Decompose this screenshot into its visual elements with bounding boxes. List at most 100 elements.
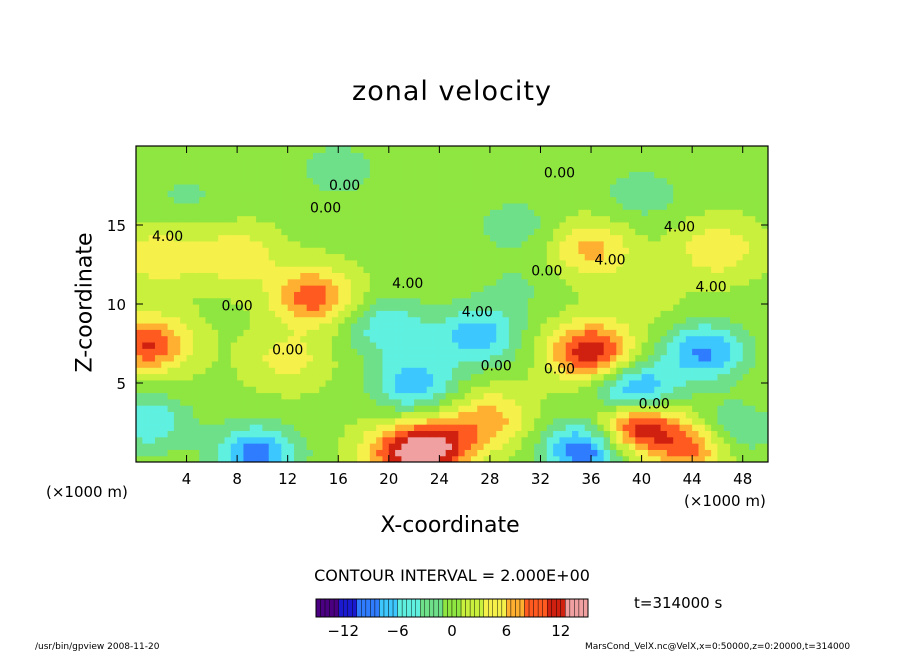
field-cell [363, 354, 371, 362]
field-cell [540, 221, 548, 229]
field-cell [692, 367, 700, 375]
field-cell [350, 158, 358, 166]
field-cell [458, 259, 466, 267]
field-cell [635, 386, 643, 394]
field-cell [698, 436, 706, 444]
field-cell [338, 449, 346, 457]
field-cell [521, 367, 529, 375]
field-cell [458, 424, 466, 431]
field-cell [489, 253, 497, 261]
field-cell [685, 424, 693, 431]
field-cell [268, 341, 276, 349]
field-cell [344, 177, 352, 185]
field-cell [344, 158, 352, 166]
field-cell [230, 228, 238, 236]
field-cell [268, 392, 276, 400]
field-cell [673, 398, 681, 406]
field-cell [470, 354, 478, 362]
field-cell [376, 285, 384, 292]
field-cell [199, 329, 207, 337]
field-cell [294, 240, 301, 248]
field-cell [622, 430, 630, 438]
field-cell [534, 297, 542, 305]
field-cell [692, 253, 700, 261]
field-cell [534, 202, 542, 210]
field-cell [660, 272, 668, 280]
field-cell [534, 411, 542, 419]
field-cell [142, 183, 150, 191]
field-cell [464, 348, 472, 356]
field-cell [736, 190, 744, 198]
field-cell [685, 443, 693, 450]
field-cell [199, 297, 207, 305]
field-cell [148, 335, 156, 343]
field-cell [357, 360, 365, 368]
field-cell [331, 417, 339, 425]
field-cell [660, 443, 668, 450]
field-cell [218, 259, 226, 267]
field-cell [262, 398, 270, 406]
field-cell [199, 360, 207, 368]
field-cell [414, 405, 421, 413]
field-cell [382, 354, 390, 362]
field-cell [275, 430, 282, 438]
field-cell [249, 291, 257, 299]
field-cell [654, 335, 662, 343]
field-cell [711, 329, 719, 337]
field-cell [534, 417, 542, 425]
field-cell [742, 221, 750, 229]
field-cell [154, 285, 162, 292]
field-cell [673, 430, 681, 438]
field-cell [414, 443, 421, 450]
field-cell [218, 392, 226, 400]
field-cell [736, 240, 744, 248]
field-cell [439, 152, 447, 160]
field-cell [420, 386, 428, 394]
field-cell [584, 164, 592, 172]
field-cell [344, 310, 352, 318]
field-cell [527, 215, 535, 223]
field-cell [730, 202, 737, 210]
field-cell [679, 335, 687, 343]
field-cell [508, 316, 516, 324]
field-cell [148, 436, 156, 444]
field-cell [173, 430, 181, 438]
field-cell [256, 297, 263, 305]
field-cell [148, 386, 156, 394]
field-cell [742, 392, 750, 400]
field-cell [616, 386, 624, 394]
field-cell [325, 183, 333, 191]
field-cell [628, 253, 636, 261]
field-cell [559, 164, 567, 172]
field-cell [211, 335, 219, 343]
field-cell [521, 322, 529, 330]
field-cell [711, 443, 719, 450]
field-cell [218, 360, 226, 368]
field-cell [698, 228, 706, 236]
field-cell [496, 266, 504, 273]
field-cell [477, 272, 485, 280]
field-cell [376, 202, 384, 210]
field-cell [641, 253, 649, 261]
field-cell [603, 171, 611, 179]
field-cell [376, 449, 384, 457]
field-cell [154, 164, 162, 172]
field-cell [319, 215, 327, 223]
field-cell [685, 278, 693, 286]
field-cell [369, 177, 377, 185]
field-cell [749, 329, 756, 337]
field-cell [338, 424, 346, 431]
field-cell [616, 360, 624, 368]
field-cell [749, 373, 756, 381]
field-cell [470, 177, 478, 185]
field-cell [142, 291, 150, 299]
field-cell [237, 386, 245, 394]
field-cell [508, 196, 516, 204]
field-cell [559, 183, 567, 191]
field-cell [407, 291, 415, 299]
field-cell [300, 177, 308, 185]
field-cell [496, 398, 504, 406]
field-cell [660, 247, 668, 255]
field-cell [679, 455, 687, 462]
field-cell [502, 285, 510, 292]
